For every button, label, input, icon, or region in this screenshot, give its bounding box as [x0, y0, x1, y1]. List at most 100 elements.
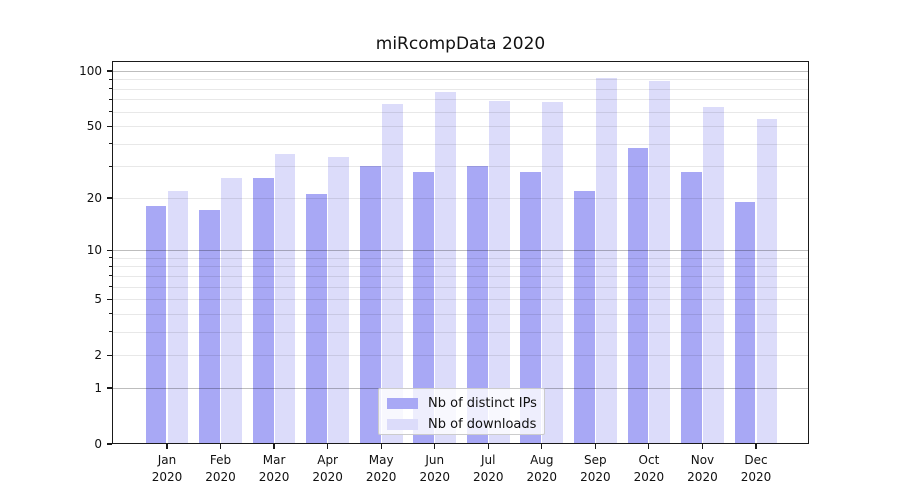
legend-item-distinct-ips: Nb of distinct IPs	[387, 394, 544, 412]
x-tick-month: Mar	[262, 453, 286, 467]
x-tick-year: 2020	[258, 469, 290, 484]
gridline-major	[112, 71, 809, 72]
x-tick-month: Jun	[425, 453, 445, 467]
bar-downloads	[595, 77, 617, 444]
x-tick-label: Sep 2020	[567, 452, 623, 485]
x-tick-label: Apr 2020	[300, 452, 356, 485]
x-tick-label: Oct 2020	[621, 452, 677, 485]
bar-downloads	[435, 91, 457, 444]
x-tick-month: Sep	[584, 453, 607, 467]
gridline-minor	[112, 143, 809, 145]
bar-distinct-ips	[145, 206, 167, 444]
x-tick	[166, 444, 168, 449]
x-tick	[594, 444, 596, 449]
gridline-major	[112, 250, 809, 252]
x-tick-year: 2020	[419, 469, 450, 484]
x-tick-label: Jun 2020	[407, 452, 463, 485]
bar-downloads	[542, 101, 564, 444]
legend: Nb of distinct IPs Nb of downloads	[378, 388, 545, 435]
bar-downloads	[756, 118, 778, 444]
gridline-minor	[112, 79, 809, 81]
x-tick-label: Aug 2020	[514, 452, 570, 485]
x-tick	[541, 444, 543, 449]
y-tick-label: 20	[86, 190, 102, 205]
x-tick-month: Apr	[317, 453, 338, 467]
gridline-minor	[112, 313, 809, 315]
x-tick-year: 2020	[740, 469, 772, 484]
x-tick-label: Nov 2020	[674, 452, 730, 485]
y-minor-tick	[109, 313, 112, 315]
x-tick-year: 2020	[633, 469, 665, 484]
gridline-minor	[112, 99, 809, 101]
x-tick-year: 2020	[687, 469, 718, 484]
bar-downloads	[649, 81, 671, 444]
bar-downloads	[488, 100, 510, 444]
bar-downloads	[328, 156, 350, 444]
y-tick-label: 100	[79, 64, 102, 78]
x-tick-year: 2020	[205, 469, 236, 484]
x-tick-year: 2020	[151, 469, 183, 484]
bar-distinct-ips	[627, 147, 649, 444]
y-tick-label: 10	[86, 243, 102, 258]
legend-label-downloads: Nb of downloads	[428, 416, 537, 432]
y-tick	[107, 249, 112, 251]
x-tick	[327, 444, 329, 449]
y-tick-label: 5	[94, 292, 102, 307]
x-tick-label: Feb 2020	[193, 452, 249, 485]
y-minor-tick	[109, 98, 112, 100]
gridline-minor	[112, 299, 809, 301]
y-minor-tick	[109, 88, 112, 90]
y-tick	[107, 354, 112, 356]
legend-swatch-distinct-ips	[387, 397, 418, 409]
chart-title: miRcompData 2020	[375, 34, 546, 54]
y-tick	[107, 70, 112, 72]
y-minor-tick	[109, 165, 112, 167]
gridline-minor	[112, 88, 809, 90]
x-tick-month: Nov	[690, 453, 715, 467]
x-tick	[380, 444, 382, 449]
bar-distinct-ips	[466, 166, 488, 444]
y-tick-label: 0	[94, 437, 102, 451]
plot-area	[112, 61, 809, 444]
bar-distinct-ips	[306, 194, 328, 444]
bar-distinct-ips	[252, 177, 274, 444]
x-tick-month: Dec	[744, 453, 768, 467]
bar-distinct-ips	[520, 171, 542, 444]
y-minor-tick	[109, 111, 112, 113]
gridline-minor	[112, 126, 809, 128]
x-tick-year: 2020	[526, 469, 558, 484]
bar-distinct-ips	[681, 171, 702, 444]
y-minor-tick	[109, 257, 112, 259]
y-tick-label: 50	[86, 119, 102, 134]
gridline-minor	[112, 266, 809, 268]
x-tick-month: Jan	[157, 453, 177, 467]
x-tick-year: 2020	[365, 469, 397, 484]
gridline-minor	[112, 257, 809, 259]
x-tick	[701, 444, 704, 449]
legend-label-distinct-ips: Nb of distinct IPs	[428, 395, 537, 411]
x-tick-label: Jan 2020	[139, 452, 195, 485]
x-tick-label: Mar 2020	[246, 452, 302, 485]
legend-item-downloads: Nb of downloads	[387, 415, 544, 433]
x-tick-month: Feb	[209, 453, 232, 467]
x-tick	[755, 444, 757, 449]
bar-distinct-ips	[573, 190, 595, 444]
bar-distinct-ips	[734, 201, 756, 444]
y-tick-label: 2	[94, 348, 102, 363]
y-minor-tick	[109, 275, 112, 277]
gridline-minor	[112, 331, 809, 333]
x-tick	[487, 444, 489, 449]
y-minor-tick	[109, 286, 112, 288]
bar-downloads	[702, 106, 724, 444]
bar-distinct-ips	[199, 210, 221, 444]
y-minor-tick	[109, 265, 112, 267]
x-tick	[648, 444, 650, 449]
gridline-minor	[112, 286, 809, 288]
y-minor-tick	[109, 78, 112, 80]
y-minor-tick	[109, 331, 112, 333]
y-tick	[107, 125, 112, 127]
x-tick	[434, 444, 436, 449]
x-tick-label: May 2020	[353, 452, 409, 485]
bar-downloads	[167, 190, 189, 444]
